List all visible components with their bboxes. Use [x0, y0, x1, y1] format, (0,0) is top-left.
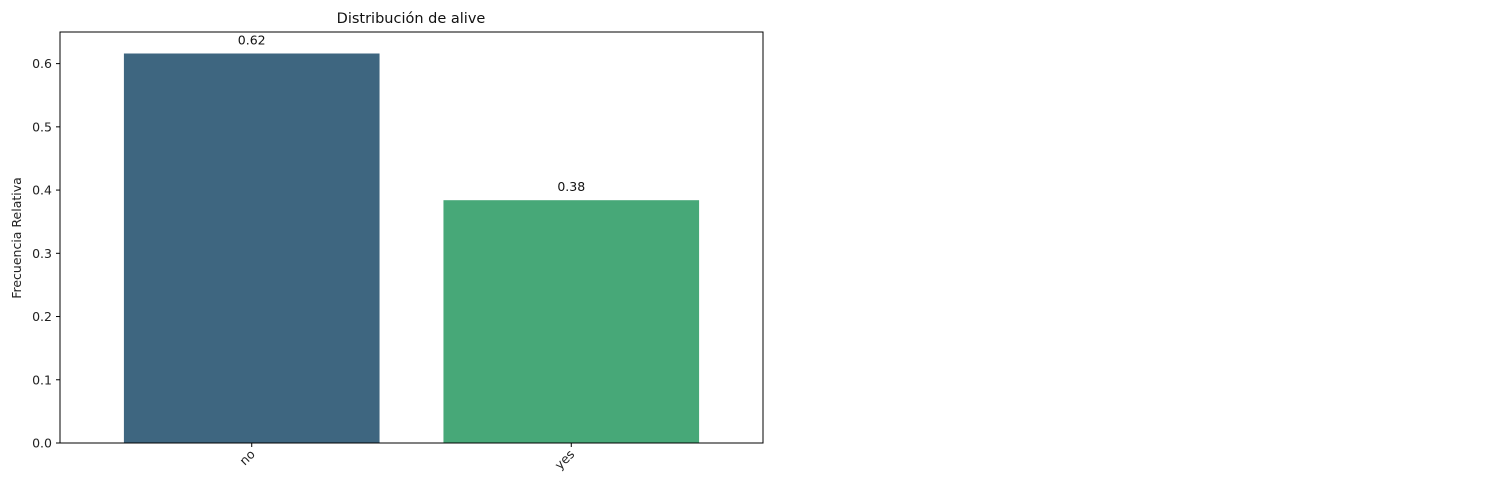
y-tick-label: 0.2: [32, 309, 52, 324]
x-tick-label-yes: yes: [552, 447, 578, 473]
x-tick-label-no: no: [236, 447, 258, 469]
bar-no: [123, 53, 380, 443]
bar-yes: [443, 200, 700, 443]
chart-title: Distribución de alive: [337, 11, 486, 27]
y-tick-label: 0.0: [32, 436, 52, 451]
y-axis-title: Frecuencia Relativa: [9, 177, 24, 299]
plot-frame: [59, 31, 764, 444]
y-tick-label: 0.1: [32, 372, 52, 387]
bars-layer: [123, 53, 700, 443]
y-tick-label: 0.3: [32, 246, 52, 261]
labels-layer: 0.62 0.38: [238, 32, 585, 194]
y-tick-label: 0.4: [32, 183, 52, 198]
y-tick-label: 0.5: [32, 119, 52, 134]
data-label-no: 0.62: [238, 32, 266, 47]
data-label-yes: 0.38: [557, 179, 585, 194]
y-tick-label: 0.6: [32, 56, 52, 71]
